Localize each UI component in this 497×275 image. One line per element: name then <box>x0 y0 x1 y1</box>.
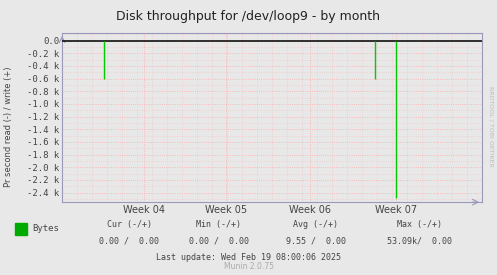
Text: 0.00 /  0.00: 0.00 / 0.00 <box>189 236 248 245</box>
Text: Avg (-/+): Avg (-/+) <box>293 220 338 229</box>
Text: Bytes: Bytes <box>32 224 59 233</box>
Text: Disk throughput for /dev/loop9 - by month: Disk throughput for /dev/loop9 - by mont… <box>116 10 381 23</box>
Text: Last update: Wed Feb 19 08:00:06 2025: Last update: Wed Feb 19 08:00:06 2025 <box>156 253 341 262</box>
Text: Max (-/+): Max (-/+) <box>398 220 442 229</box>
Text: 53.09k/  0.00: 53.09k/ 0.00 <box>388 236 452 245</box>
Text: Min (-/+): Min (-/+) <box>196 220 241 229</box>
Text: Pr second read (-) / write (+): Pr second read (-) / write (+) <box>4 66 13 187</box>
Text: Cur (-/+): Cur (-/+) <box>107 220 152 229</box>
Text: Munin 2.0.75: Munin 2.0.75 <box>224 262 273 271</box>
Text: 0.00 /  0.00: 0.00 / 0.00 <box>99 236 159 245</box>
Text: RRDTOOL / TOBI OETIKER: RRDTOOL / TOBI OETIKER <box>489 86 494 167</box>
Text: 9.55 /  0.00: 9.55 / 0.00 <box>286 236 345 245</box>
